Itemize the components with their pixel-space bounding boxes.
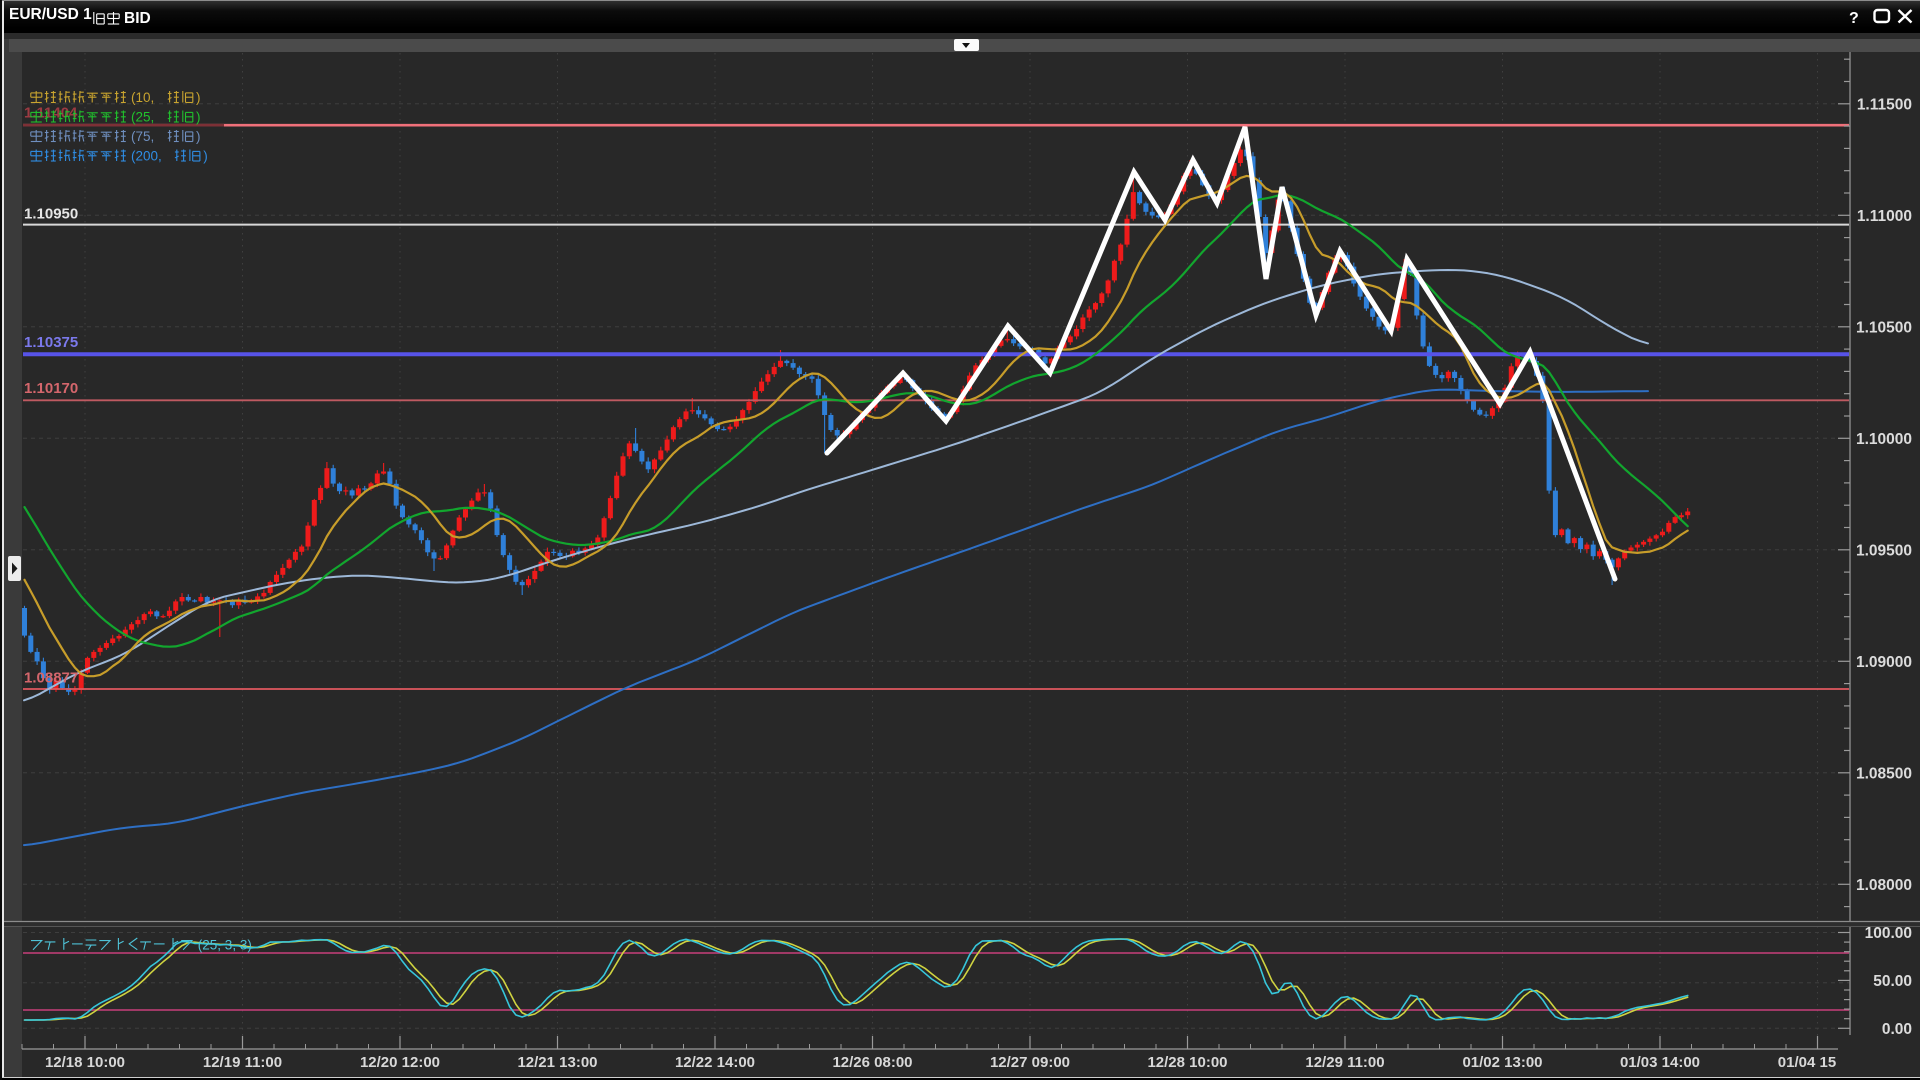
svg-text:1.08000: 1.08000: [1856, 877, 1912, 894]
svg-text:): ): [196, 129, 201, 144]
svg-text:1.11500: 1.11500: [1857, 96, 1912, 113]
svg-text:12/19 11:00: 12/19 11:00: [203, 1054, 282, 1071]
svg-text:12/26 08:00: 12/26 08:00: [832, 1054, 912, 1071]
svg-text:1.10000: 1.10000: [1856, 431, 1912, 448]
svg-text:): ): [196, 110, 201, 125]
svg-text:1.10950: 1.10950: [24, 206, 78, 223]
svg-text:1.11404: 1.11404: [24, 105, 78, 122]
svg-text:12/27 09:00: 12/27 09:00: [990, 1054, 1070, 1071]
svg-text:1.10170: 1.10170: [24, 380, 78, 397]
svg-text:): ): [203, 149, 208, 164]
svg-text:1.08877: 1.08877: [24, 670, 78, 687]
svg-text:1.11000: 1.11000: [1857, 208, 1912, 225]
svg-text:01/02 13:00: 01/02 13:00: [1462, 1054, 1542, 1071]
svg-text:12/22 14:00: 12/22 14:00: [675, 1054, 755, 1071]
svg-text:1.08500: 1.08500: [1856, 765, 1912, 782]
svg-text:1.09000: 1.09000: [1856, 654, 1912, 671]
svg-text:12/21 13:00: 12/21 13:00: [517, 1054, 597, 1071]
svg-text:): ): [196, 90, 201, 105]
svg-text:100.00: 100.00: [1865, 925, 1912, 942]
svg-text:(200,: (200,: [131, 149, 162, 164]
svg-text:(25,: (25,: [131, 110, 154, 125]
svg-text:12/20 12:00: 12/20 12:00: [360, 1054, 440, 1071]
svg-text:01/03 14:00: 01/03 14:00: [1620, 1054, 1700, 1071]
svg-text:1.10500: 1.10500: [1856, 319, 1912, 336]
svg-text:(10,: (10,: [131, 90, 154, 105]
svg-text:12/28 10:00: 12/28 10:00: [1147, 1054, 1227, 1071]
svg-text:(25, 3, 3): (25, 3, 3): [198, 938, 252, 953]
svg-text:(75,: (75,: [131, 129, 154, 144]
svg-text:1.10375: 1.10375: [24, 334, 78, 351]
svg-text:12/29 11:00: 12/29 11:00: [1305, 1054, 1384, 1071]
svg-text:12/18 10:00: 12/18 10:00: [45, 1054, 125, 1071]
svg-text:50.00: 50.00: [1873, 973, 1912, 990]
svg-text:1.09500: 1.09500: [1856, 542, 1912, 559]
svg-text:01/04 15: 01/04 15: [1778, 1054, 1836, 1071]
svg-text:0.00: 0.00: [1882, 1021, 1912, 1038]
